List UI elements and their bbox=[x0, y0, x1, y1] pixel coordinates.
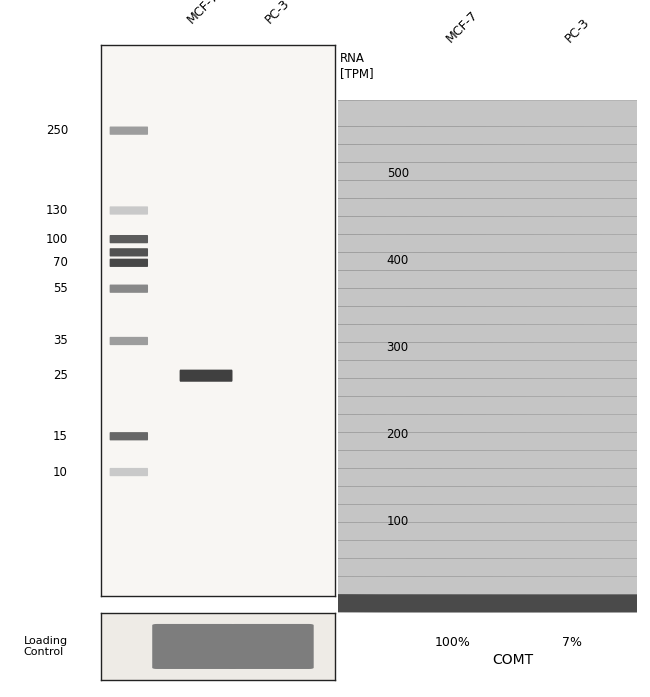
FancyBboxPatch shape bbox=[0, 514, 650, 540]
FancyBboxPatch shape bbox=[0, 478, 650, 505]
FancyBboxPatch shape bbox=[110, 259, 148, 267]
FancyBboxPatch shape bbox=[110, 284, 148, 293]
FancyBboxPatch shape bbox=[229, 624, 314, 669]
FancyBboxPatch shape bbox=[0, 136, 650, 162]
FancyBboxPatch shape bbox=[0, 154, 650, 181]
FancyBboxPatch shape bbox=[0, 388, 650, 415]
FancyBboxPatch shape bbox=[0, 496, 650, 522]
Text: 300: 300 bbox=[387, 341, 409, 354]
Text: 100%: 100% bbox=[435, 636, 471, 649]
Text: [kDa]: [kDa] bbox=[54, 0, 86, 1]
FancyBboxPatch shape bbox=[0, 352, 650, 378]
FancyBboxPatch shape bbox=[0, 172, 650, 199]
FancyBboxPatch shape bbox=[0, 424, 650, 450]
Text: PC-3: PC-3 bbox=[263, 0, 292, 26]
Text: 15: 15 bbox=[53, 430, 68, 443]
FancyBboxPatch shape bbox=[0, 154, 650, 181]
Text: 200: 200 bbox=[387, 428, 409, 441]
Text: 10: 10 bbox=[53, 466, 68, 479]
Text: MCF-7: MCF-7 bbox=[185, 0, 222, 26]
FancyBboxPatch shape bbox=[0, 370, 650, 397]
Text: 25: 25 bbox=[53, 369, 68, 382]
Text: High: High bbox=[180, 618, 209, 631]
Text: RNA
[TPM]: RNA [TPM] bbox=[340, 52, 374, 80]
FancyBboxPatch shape bbox=[0, 532, 650, 558]
FancyBboxPatch shape bbox=[0, 208, 650, 234]
FancyBboxPatch shape bbox=[0, 298, 650, 324]
FancyBboxPatch shape bbox=[0, 460, 650, 487]
FancyBboxPatch shape bbox=[0, 227, 650, 252]
FancyBboxPatch shape bbox=[0, 352, 650, 378]
FancyBboxPatch shape bbox=[0, 478, 650, 505]
FancyBboxPatch shape bbox=[0, 514, 650, 540]
FancyBboxPatch shape bbox=[0, 532, 650, 558]
FancyBboxPatch shape bbox=[0, 406, 650, 432]
FancyBboxPatch shape bbox=[0, 298, 650, 324]
Text: 250: 250 bbox=[46, 124, 68, 137]
FancyBboxPatch shape bbox=[0, 568, 650, 595]
FancyBboxPatch shape bbox=[0, 190, 650, 217]
FancyBboxPatch shape bbox=[110, 337, 148, 345]
FancyBboxPatch shape bbox=[110, 235, 148, 243]
FancyBboxPatch shape bbox=[0, 100, 650, 126]
FancyBboxPatch shape bbox=[0, 190, 650, 217]
FancyBboxPatch shape bbox=[179, 369, 233, 382]
Text: MCF-7: MCF-7 bbox=[443, 8, 480, 45]
Text: Low: Low bbox=[259, 618, 284, 631]
FancyBboxPatch shape bbox=[0, 244, 650, 270]
FancyBboxPatch shape bbox=[0, 172, 650, 199]
Text: 55: 55 bbox=[53, 282, 68, 296]
FancyBboxPatch shape bbox=[110, 206, 148, 215]
FancyBboxPatch shape bbox=[0, 227, 650, 252]
FancyBboxPatch shape bbox=[0, 280, 650, 307]
Text: 100: 100 bbox=[46, 233, 68, 245]
FancyBboxPatch shape bbox=[0, 406, 650, 432]
Text: Loading
Control: Loading Control bbox=[24, 636, 68, 657]
Text: PC-3: PC-3 bbox=[563, 16, 592, 45]
FancyBboxPatch shape bbox=[110, 432, 148, 441]
FancyBboxPatch shape bbox=[0, 370, 650, 397]
FancyBboxPatch shape bbox=[0, 244, 650, 270]
Text: 35: 35 bbox=[53, 335, 68, 348]
FancyBboxPatch shape bbox=[0, 442, 650, 468]
Text: 500: 500 bbox=[387, 167, 409, 181]
FancyBboxPatch shape bbox=[0, 334, 650, 360]
FancyBboxPatch shape bbox=[0, 586, 650, 613]
Text: 7%: 7% bbox=[562, 636, 582, 649]
Text: COMT: COMT bbox=[492, 653, 533, 668]
FancyBboxPatch shape bbox=[0, 136, 650, 162]
FancyBboxPatch shape bbox=[0, 316, 650, 342]
Text: 70: 70 bbox=[53, 256, 68, 269]
FancyBboxPatch shape bbox=[0, 442, 650, 468]
FancyBboxPatch shape bbox=[0, 334, 650, 360]
FancyBboxPatch shape bbox=[0, 424, 650, 450]
FancyBboxPatch shape bbox=[0, 208, 650, 234]
FancyBboxPatch shape bbox=[0, 316, 650, 342]
FancyBboxPatch shape bbox=[0, 118, 650, 144]
FancyBboxPatch shape bbox=[0, 118, 650, 144]
FancyBboxPatch shape bbox=[0, 550, 650, 576]
FancyBboxPatch shape bbox=[0, 100, 650, 126]
FancyBboxPatch shape bbox=[0, 388, 650, 415]
Text: 400: 400 bbox=[387, 254, 409, 267]
FancyBboxPatch shape bbox=[0, 262, 650, 289]
Text: 100: 100 bbox=[387, 515, 409, 528]
FancyBboxPatch shape bbox=[0, 262, 650, 289]
FancyBboxPatch shape bbox=[0, 460, 650, 487]
FancyBboxPatch shape bbox=[0, 568, 650, 595]
FancyBboxPatch shape bbox=[110, 468, 148, 476]
FancyBboxPatch shape bbox=[0, 586, 650, 613]
FancyBboxPatch shape bbox=[152, 624, 237, 669]
FancyBboxPatch shape bbox=[0, 550, 650, 576]
FancyBboxPatch shape bbox=[0, 280, 650, 307]
FancyBboxPatch shape bbox=[110, 248, 148, 256]
FancyBboxPatch shape bbox=[110, 127, 148, 135]
Text: 130: 130 bbox=[46, 204, 68, 217]
FancyBboxPatch shape bbox=[0, 496, 650, 522]
